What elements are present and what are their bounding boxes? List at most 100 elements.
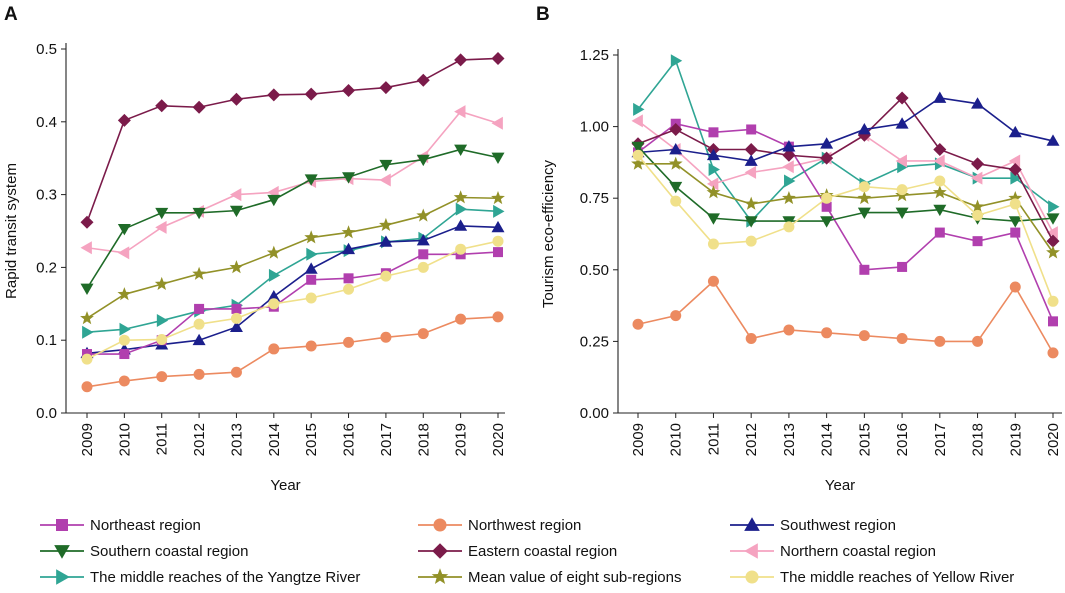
legend-item-yr: The middle reaches of Yellow River [730, 569, 1014, 586]
data-point [455, 313, 467, 325]
data-point [380, 270, 392, 282]
y-tick-label: 1.00 [580, 119, 609, 136]
x-tick-label: 2009 [630, 423, 647, 456]
x-tick-label: 2013 [228, 423, 245, 456]
data-point [670, 310, 682, 322]
data-point [154, 276, 169, 291]
data-point [192, 333, 206, 346]
data-point [155, 220, 167, 234]
series-yr [632, 149, 1059, 307]
data-point [706, 177, 719, 191]
data-point [859, 264, 870, 275]
series-nw [632, 275, 1059, 359]
data-point [670, 195, 682, 207]
data-point [934, 227, 945, 238]
data-point [896, 333, 908, 345]
x-tick-label: 2012 [191, 423, 208, 456]
series-yz [82, 202, 505, 339]
data-point [668, 156, 683, 170]
series-line [637, 154, 1054, 302]
y-tick-label: 0.5 [36, 41, 57, 58]
data-point [118, 334, 130, 346]
x-tick-label: 2012 [743, 423, 760, 456]
data-point [266, 245, 281, 259]
data-point [933, 91, 947, 103]
x-tick-label: 2010 [668, 423, 685, 456]
legend: Northeast region Northwest region Southwes… [40, 517, 1014, 586]
data-point [706, 185, 721, 199]
data-point [707, 275, 719, 287]
data-point [80, 215, 94, 229]
data-point [1008, 216, 1022, 228]
data-point [895, 207, 909, 220]
data-point [342, 172, 356, 184]
data-point [1048, 200, 1060, 214]
x-tick-label: 2015 [856, 423, 873, 456]
data-point [229, 260, 244, 274]
data-point [229, 92, 243, 106]
data-point [934, 335, 946, 347]
y-tick-label: 0.25 [580, 333, 609, 350]
y-tick-label: 0.50 [580, 262, 609, 279]
data-point [972, 335, 984, 347]
data-point [192, 266, 206, 280]
x-tick-label: 2011 [705, 423, 722, 455]
data-point [933, 204, 947, 217]
data-point [1046, 226, 1058, 240]
data-point [1046, 213, 1060, 225]
data-point [118, 375, 130, 387]
series-ec [80, 51, 505, 229]
data-point [192, 100, 206, 114]
data-point [858, 330, 870, 342]
data-point [784, 174, 796, 188]
data-point [493, 247, 503, 258]
data-point [744, 154, 758, 166]
data-point [192, 207, 206, 220]
data-point [669, 143, 683, 155]
data-point [306, 274, 317, 285]
chart-panel-a: 0.0 0.1 0.2 0.3 0.4 0.5 2009 2010 2011 2012 2013 20… [3, 41, 507, 494]
legend-label: The middle reaches of the Yangtze River [90, 569, 360, 586]
data-point [972, 209, 984, 221]
x-tick-label: 2014 [266, 423, 283, 456]
legend-item-ne: Northeast region [40, 517, 201, 534]
series-line [87, 251, 499, 355]
x-tick-label: 2014 [819, 423, 836, 456]
data-point [117, 246, 130, 260]
data-point [343, 283, 355, 295]
data-point [782, 148, 796, 162]
data-point [343, 273, 354, 284]
legend-label: Southwest region [780, 517, 896, 534]
data-point [1010, 227, 1021, 238]
series-sc [631, 141, 1060, 228]
data-point [155, 207, 169, 220]
data-point [1008, 125, 1022, 138]
data-point [379, 173, 391, 187]
data-point [80, 311, 94, 325]
data-point [491, 220, 505, 233]
x-tick-label: 2020 [490, 423, 507, 456]
data-point [708, 163, 720, 177]
series-line [637, 122, 1054, 322]
data-point [491, 51, 505, 65]
data-point [493, 204, 505, 218]
x-tick-label: 2017 [378, 423, 395, 456]
y-tick-label: 0.4 [36, 114, 57, 131]
data-point [745, 333, 757, 345]
data-point [117, 287, 132, 301]
data-point [417, 328, 429, 340]
data-point [821, 327, 833, 339]
data-point [669, 122, 683, 136]
y-tick-label: 0.75 [580, 190, 609, 207]
data-point [633, 102, 645, 116]
data-point [1009, 198, 1021, 210]
data-point [933, 154, 945, 168]
y-tick-label: 1.25 [580, 47, 609, 64]
data-point [416, 233, 430, 246]
data-point [820, 151, 834, 165]
x-tick-label: 2018 [415, 423, 432, 456]
series-mv [631, 156, 1060, 259]
legend-marker [744, 517, 760, 531]
data-point [80, 283, 94, 296]
x-tick-label: 2019 [453, 423, 470, 456]
